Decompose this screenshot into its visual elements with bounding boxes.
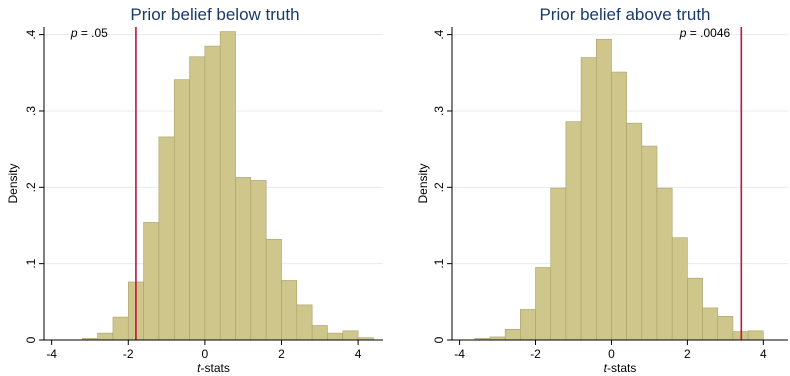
histogram-bar xyxy=(219,31,236,341)
x-tick-label: -4 xyxy=(454,347,465,361)
y-axis-label: Density xyxy=(6,163,20,203)
histogram-bar xyxy=(158,136,175,341)
histogram-bar xyxy=(504,329,521,341)
histogram-bar xyxy=(747,330,764,341)
y-tick-label: .1 xyxy=(24,258,38,268)
histogram-bar xyxy=(327,332,344,341)
histogram-bar xyxy=(580,57,597,341)
histogram-bar xyxy=(550,187,567,341)
x-tick-label: -4 xyxy=(46,347,57,361)
x-tick-label: -2 xyxy=(530,347,541,361)
y-tick-label: .3 xyxy=(24,106,38,116)
x-tick-label: 2 xyxy=(278,347,285,361)
x-axis-label-italic: t xyxy=(197,361,201,375)
y-tick-label: .4 xyxy=(24,29,38,39)
histogram-bar xyxy=(204,45,221,341)
histogram-bar xyxy=(296,304,313,341)
p-value-annotation: p = .05 xyxy=(70,26,108,40)
chart-title: Prior belief above truth xyxy=(539,5,710,24)
p-value-annotation: p = .0046 xyxy=(679,26,731,40)
histogram-bar xyxy=(595,38,612,341)
x-tick-label: 4 xyxy=(760,347,767,361)
panel-1: -4 -2 0 2 4 0 .1 .2 .3 .4 Prior belief below truth… xyxy=(6,5,383,375)
histogram-bar xyxy=(717,316,734,341)
histogram-bar xyxy=(565,121,582,341)
histogram-bar xyxy=(656,187,673,341)
histogram-bar xyxy=(611,71,627,341)
panel-2: -4 -2 0 2 4 0 .1 .2 .3 .4 Prior belief above truth… xyxy=(416,5,788,375)
histogram-bar xyxy=(535,267,552,341)
histogram-bar xyxy=(250,180,267,341)
histogram-bar xyxy=(281,280,298,341)
histogram-bar xyxy=(143,222,160,341)
x-tick-label: 0 xyxy=(202,347,209,361)
y-tick-label: .4 xyxy=(432,29,446,39)
p-value-italic: p xyxy=(70,26,78,40)
y-tick-label: .3 xyxy=(432,106,446,116)
x-axis-label: t-stats xyxy=(197,361,230,375)
y-tick-label: .2 xyxy=(24,182,38,192)
histogram-bar xyxy=(235,177,252,341)
p-value-rest: = .05 xyxy=(78,26,109,40)
histogram-bar xyxy=(342,330,359,341)
histogram-bar xyxy=(173,79,190,341)
y-tick-label: .1 xyxy=(432,258,446,268)
chart-title: Prior belief below truth xyxy=(130,5,299,24)
histogram-bar xyxy=(626,122,643,341)
histogram-bar xyxy=(265,238,282,341)
histogram-bar xyxy=(671,237,688,341)
histogram-bar xyxy=(311,325,328,341)
y-tick-label: .2 xyxy=(432,182,446,192)
histogram-bar xyxy=(641,145,658,341)
y-tick-label: 0 xyxy=(24,336,38,343)
x-axis-label-italic: t xyxy=(604,361,608,375)
x-tick-label: 4 xyxy=(355,347,362,361)
histogram-bar xyxy=(112,316,129,341)
p-value-italic: p xyxy=(679,26,687,40)
y-axis-label: Density xyxy=(416,163,430,203)
x-tick-label: -2 xyxy=(123,347,134,361)
x-axis-label-rest: -stats xyxy=(201,361,230,375)
histogram-bar xyxy=(702,307,719,341)
x-tick-label: 2 xyxy=(684,347,691,361)
y-tick-label: 0 xyxy=(432,336,446,343)
x-tick-label: 0 xyxy=(608,347,615,361)
histogram-bar xyxy=(687,277,703,341)
x-axis-label-rest: -stats xyxy=(607,361,636,375)
histogram-bar xyxy=(189,56,206,341)
x-axis-label: t-stats xyxy=(604,361,637,375)
histogram-bar xyxy=(97,332,114,341)
p-value-rest: = .0046 xyxy=(686,26,730,40)
histogram-bar xyxy=(520,309,536,341)
